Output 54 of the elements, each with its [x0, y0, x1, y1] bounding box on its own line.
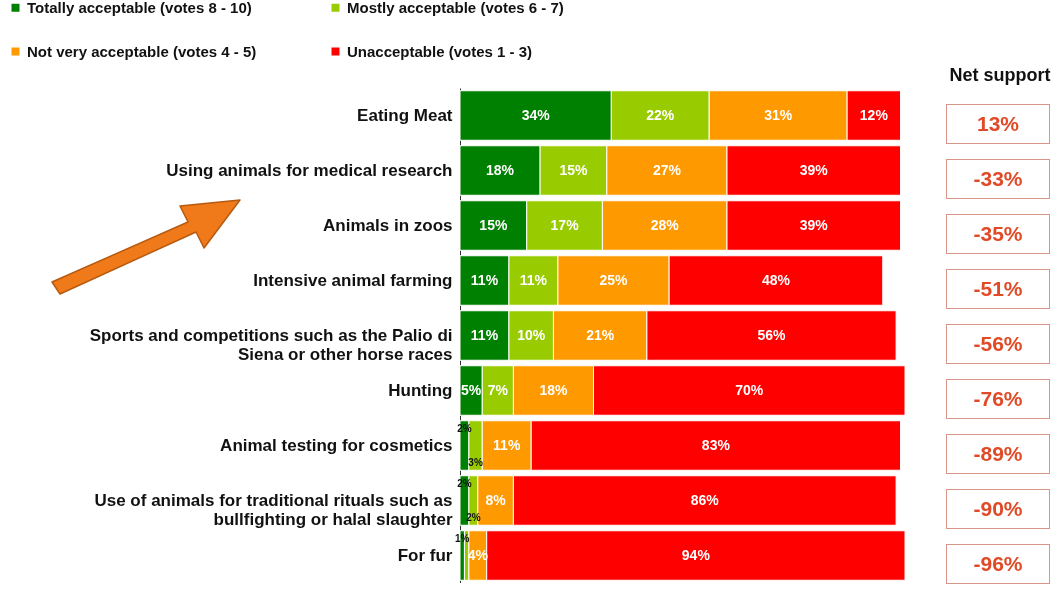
- data-label: 5%: [461, 381, 482, 398]
- data-label: 10%: [517, 326, 546, 343]
- y-tick-label: Animals in zoos: [323, 215, 453, 235]
- data-label: 11%: [470, 326, 499, 343]
- text: Net support: [948, 64, 1052, 87]
- data-label: 15%: [559, 161, 589, 178]
- legend-label: Mostly acceptable (votes 6 - 7): [347, 0, 564, 16]
- data-label: 28%: [650, 216, 680, 233]
- y-tick-label: Hunting: [388, 380, 453, 400]
- data-label: 94%: [681, 546, 711, 563]
- legend-label: Totally acceptable (votes 8 - 10): [27, 0, 252, 16]
- y-tick-label: Intensive animal farming: [253, 270, 453, 290]
- y-tick-label: Use of animals for traditional rituals such as bullfighting or halal slaughter: [94, 490, 453, 529]
- data-label: 12%: [859, 106, 889, 123]
- legend-label: Not very acceptable (votes 4 - 5): [27, 42, 257, 60]
- y-tick-label: Animal testing for cosmetics: [220, 435, 453, 455]
- y-tick-label: For fur: [397, 545, 453, 565]
- text: -90%: [946, 489, 1050, 529]
- data-label: 83%: [701, 436, 731, 453]
- text: -33%: [946, 159, 1050, 199]
- data-label: 39%: [799, 216, 829, 233]
- y-tick-label: Eating Meat: [357, 105, 453, 125]
- text: -51%: [946, 269, 1050, 309]
- data-label: 8%: [485, 491, 507, 508]
- data-label: 34%: [521, 106, 551, 123]
- text: -56%: [946, 324, 1050, 364]
- data-label: 27%: [652, 161, 682, 178]
- data-label: 11%: [470, 271, 499, 288]
- data-label: 31%: [764, 106, 793, 123]
- legend-label: Unacceptable (votes 1 - 3): [347, 42, 533, 60]
- data-label: 39%: [799, 161, 829, 178]
- data-label: 86%: [690, 491, 720, 508]
- text: -89%: [946, 434, 1050, 474]
- y-tick-label: Sports and competitions such as the Palio di Siena or other horse races: [89, 325, 453, 364]
- text: -96%: [946, 544, 1050, 584]
- data-label: 15%: [479, 216, 508, 233]
- y-tick-label: Using animals for medical research: [166, 160, 453, 180]
- data-label: 25%: [599, 271, 629, 288]
- data-label: 21%: [586, 326, 615, 343]
- data-label: 22%: [646, 106, 675, 123]
- data-label: 2%: [457, 477, 472, 489]
- data-label: 2%: [457, 422, 472, 434]
- text: 13%: [946, 104, 1050, 144]
- data-label: 48%: [761, 271, 791, 288]
- data-label: 18%: [539, 381, 569, 398]
- data-label: 56%: [757, 326, 787, 343]
- text: -76%: [946, 379, 1050, 419]
- text: -35%: [946, 214, 1050, 254]
- data-label: 17%: [550, 216, 580, 233]
- data-label: 18%: [486, 161, 515, 178]
- data-label: 7%: [487, 381, 509, 398]
- data-label: 11%: [493, 436, 521, 453]
- data-label: 70%: [735, 381, 764, 398]
- data-label: 11%: [519, 271, 548, 288]
